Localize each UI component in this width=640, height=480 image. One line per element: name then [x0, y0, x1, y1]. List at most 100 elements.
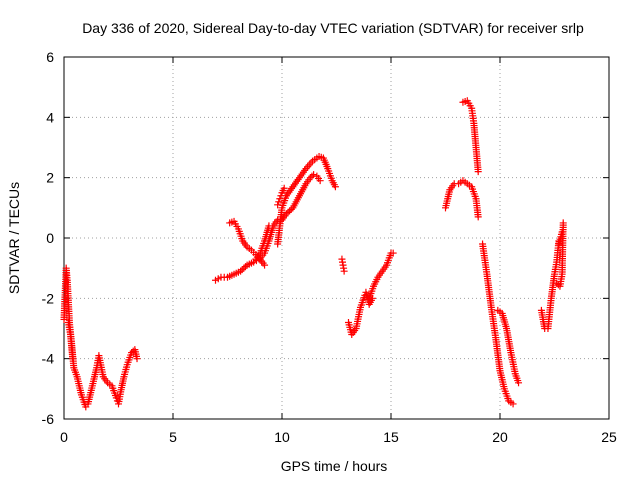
data-point-marker	[250, 248, 258, 256]
data-point-marker	[275, 198, 283, 206]
data-point-marker	[559, 221, 567, 229]
data-point-marker	[308, 172, 316, 180]
axis-ticks: 0 5 10 15 20 25 -6 -4 -2 0 2 4 6	[42, 49, 617, 445]
data-point-marker	[277, 192, 285, 200]
data-point-marker	[449, 182, 457, 190]
data-point-marker	[234, 268, 242, 276]
data-point-marker	[287, 205, 295, 213]
x-tick-label: 15	[383, 429, 399, 445]
data-point-marker	[70, 362, 78, 370]
data-point-marker	[66, 328, 74, 336]
data-point-marker	[323, 163, 331, 171]
data-point-marker	[119, 375, 127, 383]
data-point-marker	[279, 186, 287, 194]
data-point-marker	[281, 194, 289, 202]
data-point-marker	[99, 370, 107, 378]
data-point-marker	[69, 352, 77, 360]
data-point-marker	[102, 377, 110, 385]
data-point-marker	[294, 175, 302, 183]
y-tick-label: 4	[46, 109, 54, 125]
data-point-marker	[502, 322, 510, 330]
data-point-marker	[238, 235, 246, 243]
data-point-marker	[550, 272, 558, 280]
data-point-marker	[259, 259, 267, 267]
x-tick-label: 5	[169, 429, 177, 445]
data-point-marker	[238, 266, 246, 274]
data-point-marker	[461, 97, 469, 105]
y-tick-label: 0	[46, 230, 54, 246]
data-point-marker	[305, 176, 313, 184]
data-point-marker	[386, 251, 394, 259]
data-point-marker	[294, 194, 302, 202]
data-point-marker	[553, 279, 561, 287]
data-point-marker	[284, 208, 292, 216]
data-point-marker	[330, 181, 338, 189]
data-point-marker	[228, 271, 236, 279]
data-point-marker	[240, 264, 248, 272]
data-point-marker	[214, 275, 222, 283]
data-point-marker	[106, 380, 114, 388]
y-tick-label: -2	[42, 290, 55, 306]
data-point-marker	[123, 363, 131, 371]
data-point-marker	[116, 390, 124, 398]
y-tick-label: -6	[42, 411, 55, 427]
data-point-marker	[72, 371, 80, 379]
x-tick-label: 0	[60, 429, 68, 445]
y-tick-label: -4	[42, 351, 55, 367]
data-point-marker	[338, 258, 346, 266]
data-point-marker	[301, 182, 309, 190]
data-point-marker	[465, 181, 473, 189]
data-point-marker	[496, 365, 504, 373]
data-point-marker	[310, 171, 318, 179]
data-point-marker	[281, 212, 289, 220]
data-point-marker	[511, 367, 519, 375]
data-point-marker	[504, 394, 512, 402]
data-point-marker	[233, 222, 241, 230]
data-point-marker	[356, 306, 364, 314]
data-point-marker	[491, 331, 499, 339]
data-point-marker	[276, 195, 284, 203]
data-point-marker	[466, 102, 474, 110]
data-point-marker	[307, 159, 315, 167]
data-point-marker	[241, 263, 249, 271]
data-point-marker	[242, 241, 250, 249]
data-point-marker	[278, 206, 286, 214]
data-point-marker	[255, 251, 263, 259]
grid-lines	[64, 57, 609, 419]
data-point-marker	[77, 389, 85, 397]
data-point-marker	[461, 178, 469, 186]
data-point-marker	[507, 398, 515, 406]
data-point-marker	[381, 263, 389, 271]
data-point-marker	[552, 261, 560, 269]
data-point-marker	[81, 401, 89, 409]
data-point-marker	[487, 301, 495, 309]
data-point-marker	[247, 259, 255, 267]
data-point-marker	[474, 165, 482, 173]
data-point-marker	[228, 218, 236, 226]
x-tick-label: 25	[601, 429, 617, 445]
data-point-marker	[367, 296, 375, 304]
data-point-marker	[377, 269, 385, 277]
data-point-marker	[288, 185, 296, 193]
x-tick-label: 10	[274, 429, 290, 445]
data-point-marker	[507, 346, 515, 354]
data-point-marker	[496, 308, 504, 316]
data-point-marker	[557, 230, 565, 238]
data-point-marker	[369, 285, 377, 293]
data-point-marker	[351, 327, 359, 335]
data-point-marker	[264, 224, 272, 232]
data-point-marker	[301, 166, 309, 174]
data-point-marker	[327, 174, 335, 182]
data-point-marker	[445, 188, 453, 196]
data-point-marker	[483, 268, 491, 276]
data-point-marker	[88, 384, 96, 392]
x-tick-label: 20	[492, 429, 508, 445]
data-point-marker	[471, 192, 479, 200]
y-tick-label: 6	[46, 49, 54, 65]
data-point-marker	[274, 201, 282, 209]
data-point-marker	[111, 391, 119, 399]
data-point-marker	[132, 352, 140, 360]
data-point-marker	[340, 264, 348, 272]
data-points	[60, 97, 567, 411]
